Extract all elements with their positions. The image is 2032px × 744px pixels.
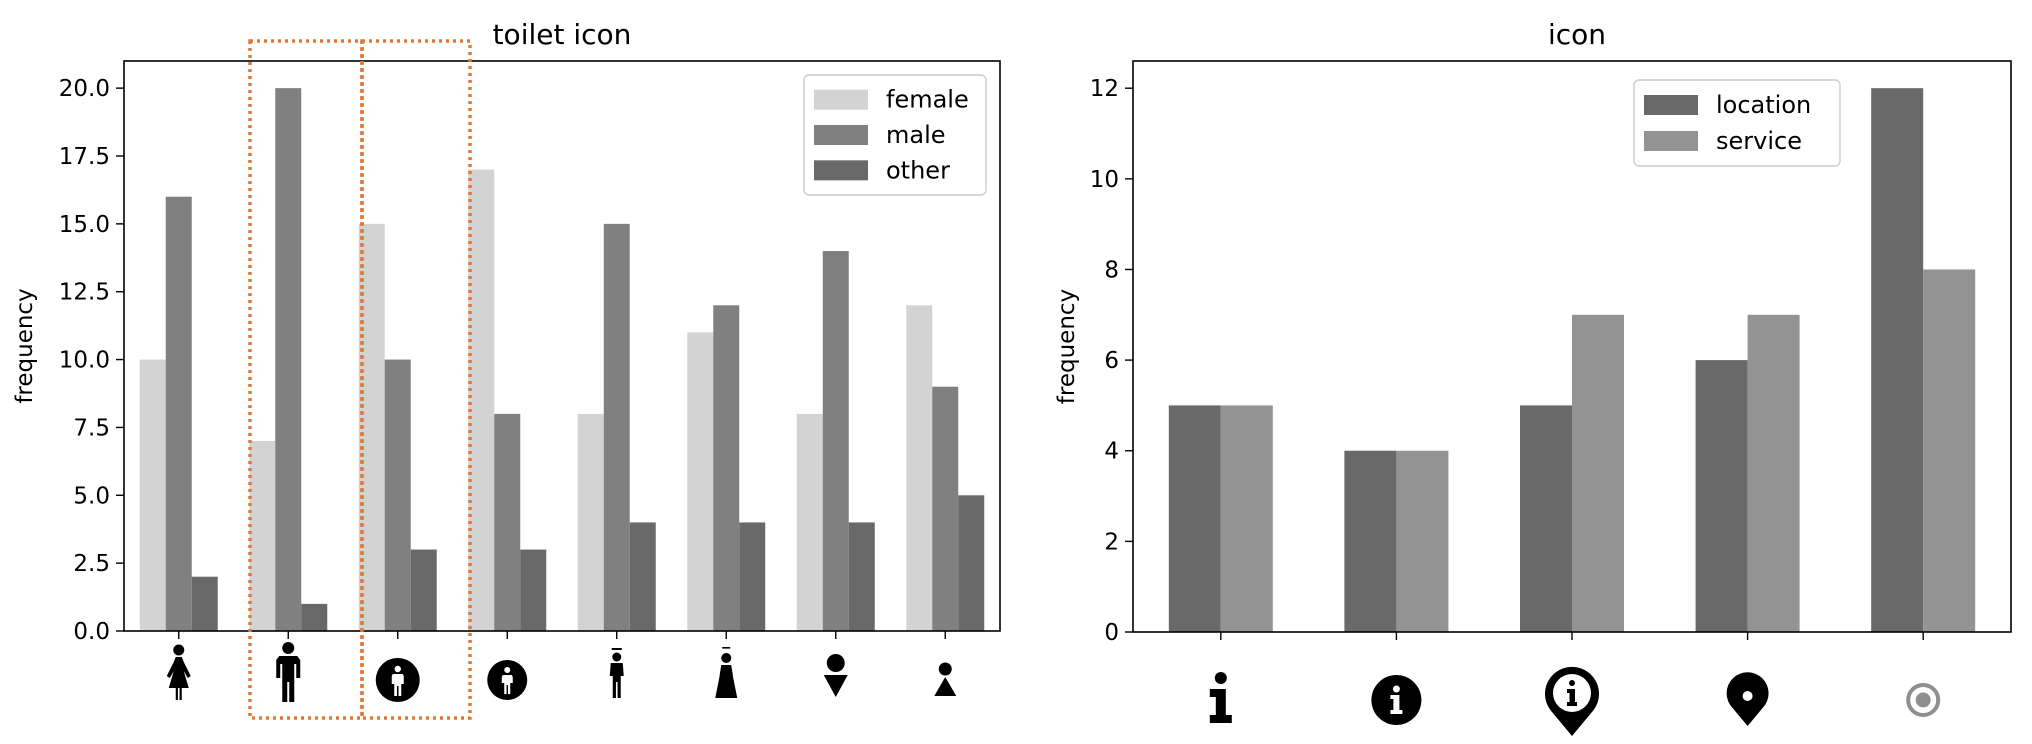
y-tick-label: 12.5 (59, 280, 110, 306)
y-tick-label: 0 (1104, 620, 1119, 646)
bar-male-2 (275, 88, 302, 631)
person-with-bar-icon (609, 648, 624, 698)
y-tick-label: 20.0 (59, 76, 110, 102)
y-tick-label: 8 (1104, 257, 1119, 283)
legend-swatch-female (814, 89, 868, 110)
bar-other-8 (958, 495, 985, 631)
man-in-small-circle-icon (487, 660, 528, 700)
y-tick-label: 10.0 (59, 348, 110, 374)
legend: female male other (803, 74, 987, 196)
legend-swatch-male (814, 125, 868, 145)
y-tick-label: 5.0 (73, 483, 110, 509)
legend-label-location: location (1716, 91, 1811, 119)
legend: location service (1633, 79, 1841, 167)
person-in-dress-with-bar-icon (715, 647, 738, 698)
y-tick-label: 2 (1104, 529, 1119, 555)
bar-location-5 (1871, 88, 1924, 632)
chart-2: 0 2 4 6 8 10 12 icon frequency location service (1054, 18, 2012, 736)
bar-location-1 (1168, 405, 1221, 632)
y-axis-label: frequency (12, 288, 38, 403)
bar-male-4 (494, 413, 521, 631)
target-circle-icon (1906, 683, 1941, 717)
legend-swatch-service (1644, 131, 1698, 151)
bar-female-2 (249, 441, 276, 631)
bar-female-1 (139, 359, 166, 631)
chart-1: 0.0 2.5 5.0 7.5 10.0 12.5 15.0 17.5 20.0 toilet i… (12, 18, 1001, 720)
highlight-box-1 (248, 39, 364, 720)
legend-label-female: female (886, 86, 969, 114)
bar-service-5 (1923, 269, 1976, 632)
bar-location-2 (1344, 450, 1397, 632)
legend-label-other: other (886, 156, 950, 184)
bar-other-2 (301, 603, 328, 631)
bar-service-3 (1572, 314, 1624, 632)
legend-label-service: service (1716, 127, 1802, 155)
bar-location-3 (1520, 405, 1572, 632)
bar-other-5 (629, 522, 656, 631)
bar-male-5 (603, 223, 630, 632)
y-axis-label: frequency (1054, 289, 1080, 404)
bar-female-5 (577, 413, 604, 631)
bar-service-1 (1220, 405, 1273, 632)
bar-other-7 (848, 522, 875, 631)
chart-title: icon (1548, 18, 1606, 51)
legend-label-male: male (886, 121, 946, 149)
bar-other-3 (410, 549, 437, 631)
y-tick-label: 4 (1104, 439, 1119, 465)
bar-male-3 (384, 359, 411, 631)
bar-service-2 (1396, 450, 1449, 632)
y-tick-label: 15.0 (59, 212, 110, 238)
man-icon (276, 642, 301, 702)
chart-title: toilet icon (493, 18, 632, 51)
y-tick-label: 7.5 (73, 415, 110, 441)
circle-over-triangle-up-icon (934, 662, 957, 696)
legend-swatch-other (814, 160, 868, 181)
y-tick-label: 10 (1090, 167, 1119, 193)
bar-other-6 (739, 522, 766, 631)
bar-service-4 (1747, 314, 1800, 632)
bar-other-4 (520, 549, 547, 631)
bar-male-7 (822, 251, 849, 631)
info-circle-icon (1371, 675, 1422, 725)
y-tick-label: 2.5 (73, 551, 110, 577)
info-location-pin-icon (1545, 666, 1599, 736)
bar-female-4 (468, 169, 495, 631)
bar-male-6 (713, 305, 740, 631)
y-tick-label: 0.0 (73, 619, 110, 645)
y-tick-label: 17.5 (59, 144, 110, 170)
info-i-icon (1209, 672, 1232, 723)
bar-female-7 (796, 413, 823, 631)
y-tick-label: 12 (1090, 76, 1119, 102)
bar-location-4 (1695, 360, 1748, 632)
bar-female-6 (687, 332, 714, 631)
man-in-circle-icon (375, 658, 420, 702)
bar-male-1 (165, 196, 192, 631)
y-tick-label: 6 (1104, 348, 1119, 374)
legend-swatch-location (1644, 95, 1698, 115)
bar-other-1 (191, 576, 218, 631)
circle-over-triangle-down-icon (823, 654, 848, 697)
woman-icon (166, 644, 191, 700)
axes-frame (123, 60, 1001, 632)
location-pin-icon (1726, 672, 1769, 726)
bar-female-8 (906, 305, 933, 631)
bar-male-8 (932, 386, 959, 631)
